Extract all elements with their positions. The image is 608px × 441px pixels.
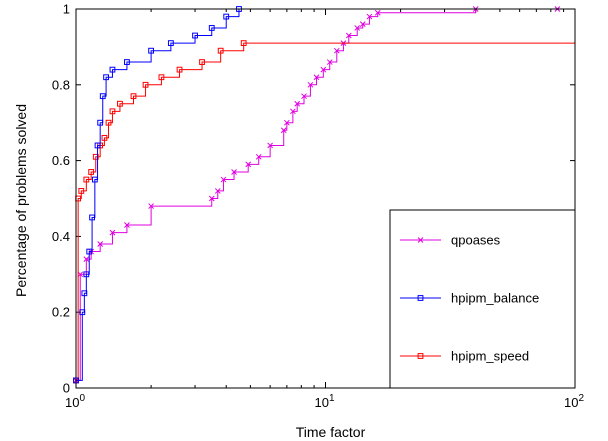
data-point-qpoases bbox=[326, 59, 333, 65]
data-point-qpoases bbox=[301, 93, 307, 100]
data-point-qpoases bbox=[208, 195, 215, 202]
x-tick-label: 100 bbox=[65, 393, 85, 410]
y-tick-label: 0.4 bbox=[52, 229, 70, 244]
data-point-qpoases bbox=[354, 25, 361, 31]
data-point-qpoases bbox=[374, 9, 381, 16]
data-point-qpoases bbox=[359, 21, 366, 28]
data-point-hpipm_speed bbox=[240, 40, 247, 47]
data-point-qpoases bbox=[345, 32, 352, 39]
data-point-qpoases bbox=[307, 81, 314, 88]
data-point-hpipm_balance bbox=[103, 74, 109, 81]
data-point-hpipm_balance bbox=[192, 32, 198, 39]
data-point-qpoases bbox=[280, 127, 287, 134]
y-tick-label: 0.8 bbox=[52, 77, 70, 92]
y-tick-label: 0.6 bbox=[52, 153, 70, 168]
legend-swatch-marker bbox=[417, 353, 424, 359]
data-point-hpipm_speed bbox=[176, 66, 183, 73]
data-point-hpipm_balance bbox=[83, 271, 90, 278]
data-point-hpipm_speed bbox=[101, 134, 108, 141]
data-point-hpipm_speed bbox=[78, 188, 85, 194]
legend: qpoases hpipm_balance hpipm_speed bbox=[389, 209, 576, 389]
data-point-hpipm_balance bbox=[97, 119, 104, 126]
x-tick-exponent: 0 bbox=[79, 393, 85, 404]
data-point-qpoases bbox=[220, 176, 227, 183]
data-point-qpoases bbox=[214, 188, 221, 194]
x-tick-exponent: 1 bbox=[329, 393, 335, 404]
series-line-hpipm_balance bbox=[76, 9, 240, 381]
legend-label: hpipm_speed bbox=[451, 349, 529, 364]
data-point-qpoases bbox=[148, 203, 154, 209]
data-point-hpipm_balance bbox=[79, 309, 86, 316]
x-tick-exponent: 2 bbox=[578, 393, 584, 404]
data-point-qpoases bbox=[83, 256, 90, 262]
data-point-qpoases bbox=[231, 169, 237, 175]
data-point-hpipm_speed bbox=[105, 119, 112, 126]
data-point-hpipm_balance bbox=[86, 248, 93, 255]
data-point-qpoases bbox=[109, 229, 116, 236]
data-point-hpipm_speed bbox=[83, 176, 90, 183]
data-point-hpipm_speed bbox=[217, 47, 224, 54]
legend-swatch-marker bbox=[417, 295, 424, 301]
series-layer bbox=[73, 6, 575, 384]
data-point-hpipm_balance bbox=[81, 290, 88, 297]
legend-entry-qpoases: qpoases bbox=[400, 233, 501, 248]
data-point-hpipm_balance bbox=[99, 93, 106, 100]
data-point-hpipm_balance bbox=[94, 142, 101, 149]
data-point-hpipm_speed bbox=[130, 93, 137, 100]
data-point-qpoases bbox=[366, 13, 373, 20]
data-point-qpoases bbox=[294, 100, 301, 107]
data-point-hpipm_speed bbox=[92, 153, 99, 160]
x-tick-base: 10 bbox=[314, 395, 328, 410]
series-line-hpipm_speed bbox=[76, 42, 575, 381]
x-tick-label: 101 bbox=[314, 393, 334, 410]
data-point-hpipm_balance bbox=[124, 59, 130, 65]
data-point-qpoases bbox=[267, 142, 274, 149]
data-point-qpoases bbox=[255, 153, 262, 160]
data-point-qpoases bbox=[283, 119, 290, 126]
data-point-qpoases bbox=[290, 108, 296, 115]
data-point-hpipm_balance bbox=[148, 47, 155, 54]
legend-label: hpipm_balance bbox=[451, 291, 539, 306]
data-point-hpipm_speed bbox=[199, 59, 205, 65]
legend-swatch-marker bbox=[417, 237, 424, 243]
data-point-hpipm_speed bbox=[109, 108, 116, 115]
data-point-hpipm_balance bbox=[91, 176, 98, 183]
data-point-qpoases bbox=[245, 161, 252, 168]
y-tick-label: 1 bbox=[63, 2, 70, 17]
y-tick-label: 0.2 bbox=[52, 305, 70, 320]
data-point-hpipm_speed bbox=[88, 169, 95, 175]
legend-entry-hpipm_speed: hpipm_speed bbox=[400, 349, 529, 364]
data-point-hpipm_balance bbox=[109, 66, 116, 73]
data-point-hpipm_speed bbox=[142, 81, 149, 88]
data-point-hpipm_speed bbox=[117, 100, 123, 107]
x-tick-label: 102 bbox=[564, 393, 584, 410]
y-axis-title: Percentage of problems solved bbox=[13, 104, 29, 297]
x-tick-base: 10 bbox=[564, 395, 578, 410]
data-point-hpipm_balance bbox=[167, 40, 174, 47]
y-tick-label: 0 bbox=[63, 381, 70, 396]
plot-frame bbox=[75, 8, 576, 389]
data-point-qpoases bbox=[97, 241, 104, 247]
data-point-hpipm_balance bbox=[208, 25, 215, 31]
legend-label: qpoases bbox=[451, 233, 501, 248]
series-line-qpoases bbox=[76, 8, 558, 381]
data-point-hpipm_balance bbox=[89, 214, 95, 221]
data-point-qpoases bbox=[320, 66, 327, 73]
data-point-qpoases bbox=[333, 47, 340, 54]
x-axis-title: Time factor bbox=[296, 424, 366, 440]
series-hpipm_balance bbox=[73, 6, 242, 384]
data-point-hpipm_speed bbox=[158, 74, 165, 81]
data-point-qpoases bbox=[124, 222, 130, 228]
legend-entry-hpipm_balance: hpipm_balance bbox=[400, 291, 539, 306]
data-point-qpoases bbox=[313, 74, 320, 81]
data-point-hpipm_balance bbox=[223, 13, 230, 20]
x-tick-base: 10 bbox=[65, 395, 79, 410]
